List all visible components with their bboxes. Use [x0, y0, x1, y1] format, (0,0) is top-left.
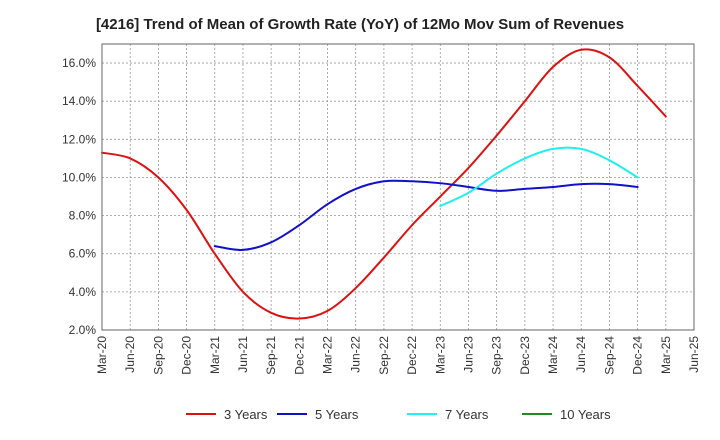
- legend-label: 10 Years: [560, 407, 611, 422]
- series-line-5-years: [213, 179, 639, 251]
- x-tick-label: Mar-20: [95, 336, 109, 374]
- y-tick-label: 16.0%: [62, 56, 96, 70]
- x-tick-label: Jun-21: [236, 336, 250, 373]
- legend-item-10-years: 10 Years: [522, 407, 611, 422]
- x-tick-label: Dec-21: [292, 336, 306, 375]
- legend: 3 Years 5 Years 7 Years 10 Years: [186, 407, 611, 422]
- x-tick-label: Jun-23: [461, 336, 475, 373]
- x-tick-label: Sep-21: [264, 336, 278, 375]
- y-tick-label: 14.0%: [62, 94, 96, 108]
- x-tick-label: Sep-24: [602, 336, 616, 375]
- y-axis: 2.0% 4.0% 6.0% 8.0% 10.0% 12.0% 14.0% 16.0%: [62, 56, 96, 337]
- legend-label: 3 Years: [224, 407, 268, 422]
- y-tick-label: 6.0%: [69, 247, 97, 261]
- x-tick-label: Sep-22: [377, 336, 391, 375]
- series-line-7-years: [439, 146, 639, 208]
- legend-label: 5 Years: [315, 407, 359, 422]
- legend-label: 7 Years: [445, 407, 489, 422]
- series-group: [101, 48, 667, 320]
- x-tick-label: Sep-23: [490, 336, 504, 375]
- y-tick-label: 8.0%: [69, 209, 97, 223]
- x-tick-label: Mar-25: [659, 336, 673, 374]
- x-tick-label: Mar-21: [208, 336, 222, 374]
- chart-title: [4216] Trend of Mean of Growth Rate (YoY…: [96, 16, 624, 33]
- y-tick-label: 10.0%: [62, 170, 96, 184]
- grid: [102, 44, 694, 331]
- legend-item-3-years: 3 Years: [186, 407, 268, 422]
- plot-area-frame: [101, 43, 695, 331]
- x-tick-label: Jun-25: [687, 336, 701, 373]
- x-tick-label: Jun-20: [123, 336, 137, 373]
- y-tick-label: 2.0%: [69, 323, 97, 337]
- series-line-3-years: [101, 48, 667, 320]
- y-tick-label: 4.0%: [69, 285, 97, 299]
- x-tick-label: Dec-23: [518, 336, 532, 375]
- x-tick-label: Sep-20: [151, 336, 165, 375]
- x-tick-label: Mar-23: [433, 336, 447, 374]
- x-tick-label: Jun-22: [349, 336, 363, 373]
- x-tick-label: Mar-24: [546, 336, 560, 374]
- x-tick-label: Dec-20: [180, 336, 194, 375]
- x-tick-label: Dec-24: [631, 336, 645, 375]
- legend-item-7-years: 7 Years: [407, 407, 489, 422]
- y-tick-label: 12.0%: [62, 132, 96, 146]
- x-tick-label: Dec-22: [405, 336, 419, 375]
- legend-item-5-years: 5 Years: [277, 407, 359, 422]
- x-tick-label: Mar-22: [321, 336, 335, 374]
- x-tick-label: Jun-24: [574, 336, 588, 373]
- x-axis: Mar-20 Jun-20 Sep-20 Dec-20 Mar-21 Jun-21 Sep-…: [95, 336, 701, 375]
